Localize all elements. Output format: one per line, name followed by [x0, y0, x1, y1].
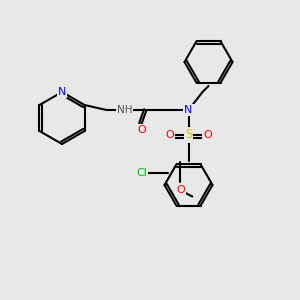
Text: NH: NH: [117, 105, 132, 115]
Text: N: N: [184, 105, 193, 115]
Text: O: O: [137, 125, 146, 135]
Text: O: O: [165, 130, 174, 140]
Text: O: O: [176, 185, 185, 195]
Text: S: S: [185, 128, 192, 142]
Text: N: N: [58, 87, 66, 97]
Text: O: O: [203, 130, 212, 140]
Text: Cl: Cl: [136, 168, 147, 178]
